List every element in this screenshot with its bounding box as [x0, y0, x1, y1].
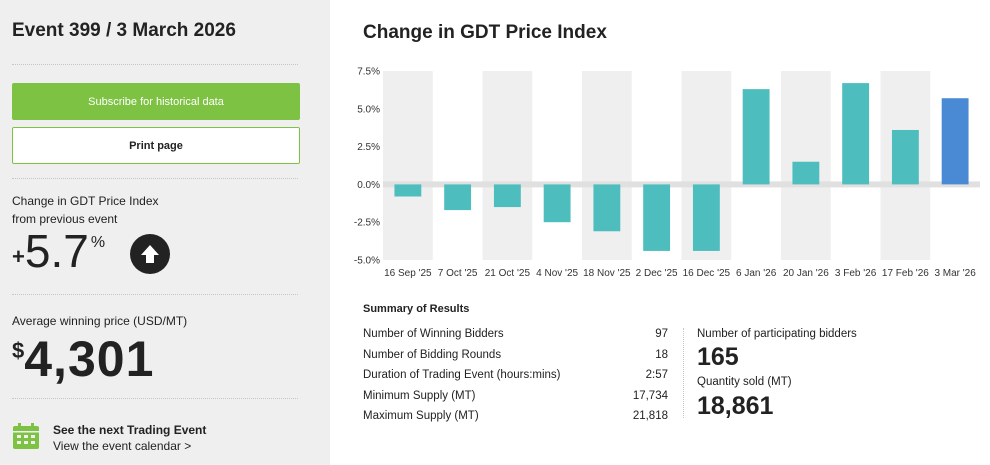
y-tick-label: 5.0%: [357, 104, 380, 115]
chart-bar: [742, 89, 770, 185]
chart-bar: [941, 98, 969, 185]
x-tick-label: 3 Mar '26: [934, 268, 976, 279]
next-event-title: See the next Trading Event: [53, 423, 207, 437]
chart-bar: [842, 83, 870, 185]
x-tick-label: 7 Oct '25: [438, 268, 478, 279]
up-arrow-icon: [130, 234, 170, 274]
y-tick-label: 2.5%: [357, 142, 380, 153]
column-band: [383, 71, 433, 260]
participating-bidders-label: Number of participating bidders: [697, 328, 857, 340]
x-tick-label: 16 Dec '25: [683, 268, 731, 279]
x-tick-label: 16 Sep '25: [384, 268, 432, 279]
change-sign: +: [12, 244, 25, 269]
x-tick-label: 2 Dec '25: [636, 268, 678, 279]
change-value: + 5.7 %: [12, 226, 105, 276]
sidebar: Event 399 / 3 March 2026 Subscribe for h…: [0, 0, 330, 465]
summary-row-label: Number of Bidding Rounds: [363, 348, 502, 361]
x-tick-label: 6 Jan '26: [736, 268, 777, 279]
summary-row-value: 2:57: [645, 369, 668, 382]
chart-bar: [792, 161, 820, 185]
quantity-sold-label: Quantity sold (MT): [697, 376, 792, 388]
avg-price-value: $ 4,301: [12, 332, 154, 386]
y-tick-label: 0.0%: [357, 180, 380, 191]
column-band: [482, 71, 533, 260]
summary-row-label: Duration of Trading Event (hours:mins): [363, 369, 561, 382]
summary-row: Maximum Supply (MT) 21,818: [363, 410, 668, 431]
summary-row-value: 18: [655, 348, 668, 361]
chart-bar: [643, 184, 671, 251]
divider: [12, 294, 298, 295]
print-button[interactable]: Print page: [12, 127, 300, 164]
y-tick-label: -2.5%: [354, 218, 380, 229]
summary-row: Number of Winning Bidders 97: [363, 328, 668, 349]
currency-symbol: $: [12, 338, 25, 363]
summary-row-label: Maximum Supply (MT): [363, 410, 479, 423]
chart-bar: [394, 184, 422, 197]
summary-row-value: 21,818: [632, 410, 668, 423]
change-unit: %: [90, 234, 106, 251]
summary-row: Duration of Trading Event (hours:mins) 2:…: [363, 369, 668, 390]
divider: [12, 178, 298, 179]
summary-table: Number of Winning Bidders 97 Number of Bid…: [363, 328, 668, 431]
subscribe-button[interactable]: Subscribe for historical data: [12, 83, 300, 120]
event-calendar-link[interactable]: View the event calendar >: [53, 439, 192, 453]
price-index-chart: -5.0% -2.5% 0.0% 2.5% 5.0% 7.5% 16 Sep '25 7 Oc…: [354, 67, 980, 279]
x-tick-label: 4 Nov '25: [536, 268, 578, 279]
divider: [12, 398, 298, 399]
chart-title: Change in GDT Price Index: [363, 22, 607, 43]
summary-title: Summary of Results: [363, 303, 470, 315]
x-tick-label: 17 Feb '26: [882, 268, 929, 279]
x-tick-label: 21 Oct '25: [485, 268, 531, 279]
calendar-icon[interactable]: [12, 422, 40, 450]
summary-row-value: 97: [655, 328, 668, 340]
column-band: [582, 71, 632, 260]
chart-bar: [493, 184, 521, 208]
chart-bar: [891, 129, 919, 185]
zero-line: [383, 181, 980, 188]
chart-bar: [593, 184, 621, 232]
y-tick-label: 7.5%: [357, 67, 380, 78]
summary-row: Number of Bidding Rounds 18: [363, 349, 668, 370]
chart-bar: [444, 184, 472, 211]
chart-bar: [692, 184, 720, 251]
participating-bidders-value: 165: [697, 343, 739, 371]
avg-price-number: 4,301: [24, 331, 155, 387]
change-label: Change in GDT Price Index from previous …: [12, 192, 159, 228]
avg-price-label: Average winning price (USD/MT): [12, 314, 188, 328]
summary-row-label: Number of Winning Bidders: [363, 328, 504, 340]
divider: [12, 64, 298, 65]
summary-divider: [683, 328, 684, 418]
y-tick-label: -5.0%: [354, 256, 380, 267]
summary-row-label: Minimum Supply (MT): [363, 389, 476, 402]
summary-row: Minimum Supply (MT) 17,734: [363, 390, 668, 411]
event-title: Event 399 / 3 March 2026: [12, 20, 236, 41]
summary-row-value: 17,734: [632, 389, 668, 402]
change-label-line2: from previous event: [12, 212, 118, 226]
change-number: 5.7: [24, 225, 89, 277]
x-tick-label: 20 Jan '26: [783, 268, 829, 279]
x-tick-label: 3 Feb '26: [835, 268, 877, 279]
quantity-sold-value: 18,861: [697, 392, 774, 420]
chart-bar: [543, 184, 571, 223]
x-tick-label: 18 Nov '25: [583, 268, 631, 279]
change-label-line1: Change in GDT Price Index: [12, 194, 159, 208]
